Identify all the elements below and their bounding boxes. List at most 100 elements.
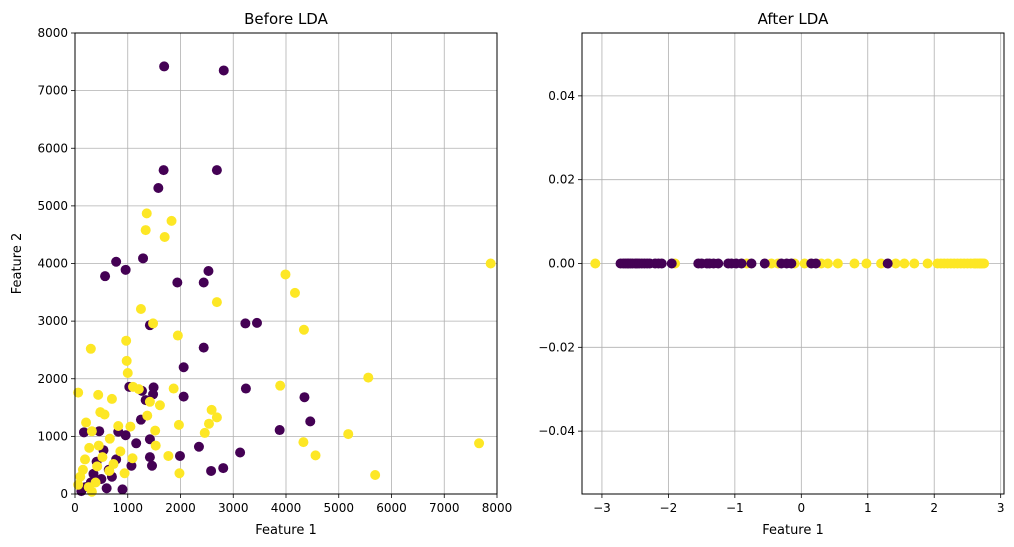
data-point bbox=[746, 258, 757, 269]
data-point bbox=[832, 258, 843, 269]
y-tick-label: −0.02 bbox=[538, 340, 575, 354]
data-point bbox=[148, 389, 159, 400]
y-tick-label: 0.04 bbox=[548, 89, 575, 103]
data-point bbox=[713, 258, 724, 269]
data-point bbox=[198, 342, 209, 353]
data-point bbox=[979, 258, 990, 269]
data-point bbox=[849, 258, 860, 269]
data-point bbox=[93, 440, 104, 451]
data-point bbox=[142, 410, 153, 421]
data-point bbox=[206, 404, 217, 415]
data-point bbox=[115, 446, 126, 457]
data-point bbox=[485, 258, 496, 269]
data-point bbox=[84, 442, 95, 453]
data-point bbox=[211, 165, 222, 176]
data-point bbox=[138, 253, 149, 264]
data-point bbox=[786, 258, 797, 269]
data-point bbox=[80, 454, 91, 465]
data-point bbox=[882, 258, 893, 269]
data-point bbox=[235, 447, 246, 458]
data-point bbox=[119, 468, 130, 479]
data-point bbox=[85, 343, 96, 354]
data-point bbox=[147, 460, 158, 471]
data-point bbox=[211, 412, 222, 423]
data-point bbox=[121, 355, 132, 366]
y-tick-label: 0 bbox=[60, 487, 68, 501]
x-tick-label: 4000 bbox=[271, 501, 302, 515]
x-tick-label: −1 bbox=[726, 501, 744, 515]
before-lda-panel: 0 1000 2000 3000 4000 5000 6000 7000 8000 0 1000 20… bbox=[10, 10, 512, 538]
data-point bbox=[140, 225, 151, 236]
after-lda-panel: −3 −2 −1 0 1 2 3 −0.04 −0.02 0.00 0.02 0.04 After LD… bbox=[538, 10, 1005, 538]
data-point bbox=[199, 427, 210, 438]
data-point bbox=[106, 393, 117, 404]
data-point bbox=[127, 453, 138, 464]
data-point bbox=[108, 459, 119, 470]
data-point bbox=[280, 269, 291, 280]
y-tick-label: 0.02 bbox=[548, 173, 575, 187]
data-point bbox=[93, 389, 104, 400]
data-point bbox=[275, 380, 286, 391]
data-point bbox=[218, 463, 229, 474]
data-point bbox=[81, 417, 92, 428]
data-point bbox=[759, 258, 770, 269]
data-point bbox=[298, 324, 309, 335]
data-point bbox=[73, 479, 84, 490]
x-axis-label: Feature 1 bbox=[762, 523, 824, 538]
data-point bbox=[144, 396, 155, 407]
data-point bbox=[174, 450, 185, 461]
data-point bbox=[153, 183, 164, 194]
data-point bbox=[251, 317, 262, 328]
data-point bbox=[203, 418, 214, 429]
data-point bbox=[298, 437, 309, 448]
data-point bbox=[305, 416, 316, 427]
data-point bbox=[218, 65, 229, 76]
data-point bbox=[178, 362, 189, 373]
data-point bbox=[77, 464, 88, 475]
data-point bbox=[173, 419, 184, 430]
y-tick-label: −0.04 bbox=[538, 424, 575, 438]
data-point bbox=[121, 335, 132, 346]
data-point bbox=[90, 477, 101, 488]
data-point bbox=[159, 61, 170, 72]
x-tick-label: 5000 bbox=[323, 501, 354, 515]
data-point bbox=[861, 258, 872, 269]
x-tick-label: 1 bbox=[864, 501, 872, 515]
data-point bbox=[240, 318, 251, 329]
data-point bbox=[736, 258, 747, 269]
x-tick-label: 3000 bbox=[218, 501, 249, 515]
data-point bbox=[133, 384, 144, 395]
y-tick-label: 4000 bbox=[37, 257, 68, 271]
data-point bbox=[88, 468, 99, 479]
data-point bbox=[168, 383, 179, 394]
y-tick-label: 6000 bbox=[37, 141, 68, 155]
data-point bbox=[86, 486, 97, 497]
data-point bbox=[150, 425, 161, 436]
data-point bbox=[899, 258, 910, 269]
data-point bbox=[158, 165, 169, 176]
data-point bbox=[289, 287, 300, 298]
data-point bbox=[590, 258, 601, 269]
data-point bbox=[159, 231, 170, 242]
data-point bbox=[310, 450, 321, 461]
y-tick-label: 7000 bbox=[37, 84, 68, 98]
data-point bbox=[810, 258, 821, 269]
data-point bbox=[120, 264, 131, 275]
x-tick-label: 6000 bbox=[376, 501, 407, 515]
y-tick-label: 0.00 bbox=[548, 257, 575, 271]
data-point bbox=[141, 208, 152, 219]
data-point bbox=[274, 425, 285, 436]
y-tick-label: 2000 bbox=[37, 372, 68, 386]
data-point bbox=[211, 297, 222, 308]
x-tick-label: 8000 bbox=[482, 501, 513, 515]
y-tick-label: 5000 bbox=[37, 199, 68, 213]
data-point bbox=[97, 452, 108, 463]
x-tick-label: 2000 bbox=[165, 501, 196, 515]
y-tick-label: 1000 bbox=[37, 429, 68, 443]
data-point bbox=[299, 392, 310, 403]
data-point bbox=[890, 258, 901, 269]
data-point bbox=[113, 421, 124, 432]
x-tick-label: 0 bbox=[797, 501, 805, 515]
data-point bbox=[240, 383, 251, 394]
chart-title: Before LDA bbox=[244, 10, 328, 28]
